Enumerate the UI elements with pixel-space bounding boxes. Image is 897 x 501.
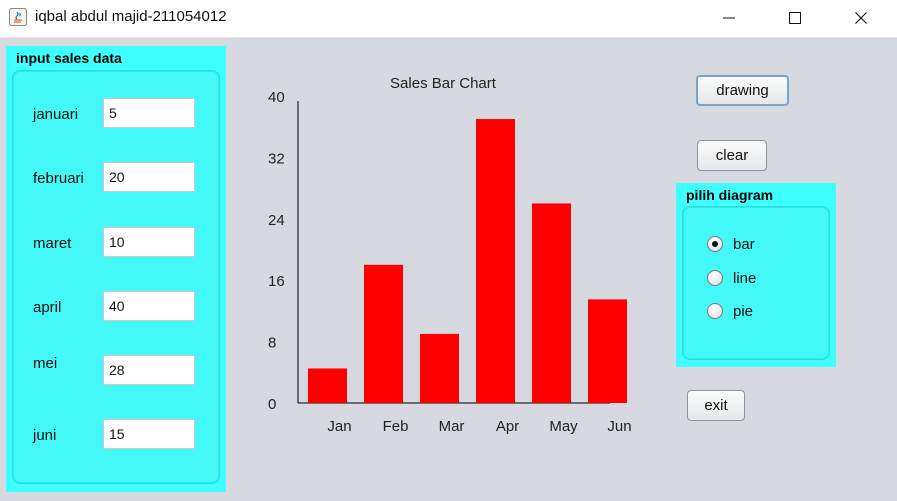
input-panel-inner <box>12 70 220 484</box>
radio-pie-button[interactable] <box>707 303 723 319</box>
minimize-button[interactable] <box>706 0 752 36</box>
radio-bar-button[interactable] <box>707 236 723 252</box>
label-januari: januari <box>33 106 79 123</box>
label-mei: mei <box>33 355 58 372</box>
y-tick-label: 24 <box>268 212 285 229</box>
label-februari: februari <box>33 170 84 187</box>
januari-input[interactable]: 5 <box>103 98 195 128</box>
x-tick-label: Jan <box>327 418 351 435</box>
radio-pie-label: pie <box>733 302 754 320</box>
bar-feb <box>364 264 403 403</box>
label-april: april <box>33 299 62 316</box>
radio-line[interactable]: line <box>707 268 756 288</box>
radio-line-label: line <box>733 269 757 287</box>
x-tick-label: May <box>549 418 578 435</box>
maret-input[interactable]: 10 <box>103 227 195 257</box>
drawing-button[interactable]: drawing <box>696 75 789 106</box>
window-title: iqbal abdul majid-211054012 <box>35 8 227 25</box>
radio-pie[interactable]: pie <box>707 301 753 321</box>
bar-may <box>532 203 571 403</box>
x-tick-label: Feb <box>383 418 409 435</box>
y-tick-label: 16 <box>268 273 285 290</box>
exit-button[interactable]: exit <box>687 390 745 421</box>
bar-mar <box>420 333 459 403</box>
close-button[interactable] <box>838 0 884 36</box>
label-juni: juni <box>33 427 57 444</box>
diagram-panel: pilih diagram <box>676 183 836 367</box>
y-tick-label: 40 <box>268 89 285 106</box>
juni-input[interactable]: 15 <box>103 419 195 449</box>
februari-input[interactable]: 20 <box>103 162 195 192</box>
java-app-icon <box>9 8 27 26</box>
radio-selected-dot <box>712 241 718 247</box>
label-maret: maret <box>33 235 72 252</box>
close-icon <box>855 12 867 24</box>
x-tick-label: Jun <box>607 418 631 435</box>
chart-title: Sales Bar Chart <box>390 75 497 92</box>
input-panel-title: input sales data <box>16 50 122 66</box>
bar-jan <box>308 368 347 403</box>
y-tick-label: 0 <box>268 396 276 413</box>
clear-button[interactable]: clear <box>697 140 767 171</box>
bar-apr <box>476 119 515 404</box>
y-tick-label: 32 <box>268 150 285 167</box>
minimize-icon <box>723 17 735 19</box>
bar-jun <box>588 299 627 403</box>
title-bar: iqbal abdul majid-211054012 <box>0 0 897 38</box>
maximize-icon <box>789 12 801 24</box>
x-tick-label: Apr <box>496 418 519 435</box>
x-tick-label: Mar <box>439 418 465 435</box>
diagram-panel-inner <box>682 206 830 360</box>
radio-bar-label: bar <box>733 235 755 253</box>
radio-bar[interactable]: bar <box>707 234 755 254</box>
y-tick-label: 8 <box>268 335 276 352</box>
april-input[interactable]: 40 <box>103 291 195 321</box>
radio-line-button[interactable] <box>707 270 723 286</box>
maximize-button[interactable] <box>772 0 818 36</box>
mei-input[interactable]: 28 <box>103 355 195 385</box>
diagram-panel-title: pilih diagram <box>686 187 774 203</box>
